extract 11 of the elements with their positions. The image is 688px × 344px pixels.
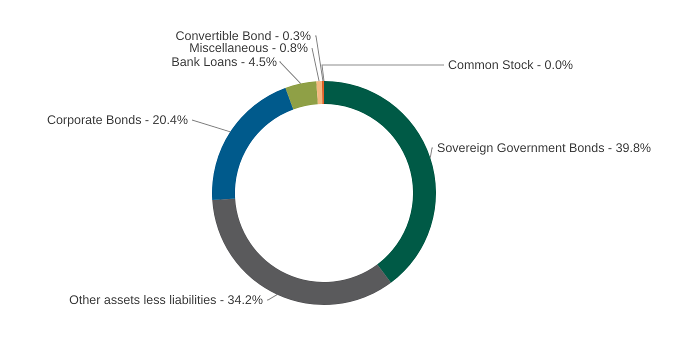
slice-label: Corporate Bonds - 20.4% [46, 113, 188, 127]
donut-slice [285, 81, 318, 110]
slice-label: Other assets less liabilities - 34.2% [69, 293, 263, 307]
slice-label: Miscellaneous - 0.8% [189, 41, 308, 55]
slice-label: Sovereign Government Bonds - 39.8% [437, 141, 652, 155]
slice-label: Convertible Bond - 0.3% [176, 29, 311, 43]
donut-slice [316, 81, 322, 104]
donut-slice [212, 88, 294, 200]
slice-label: Bank Loans - 4.5% [171, 55, 277, 69]
category-label: Common Stock - 0.0% [448, 58, 574, 72]
donut-slice [324, 81, 436, 283]
